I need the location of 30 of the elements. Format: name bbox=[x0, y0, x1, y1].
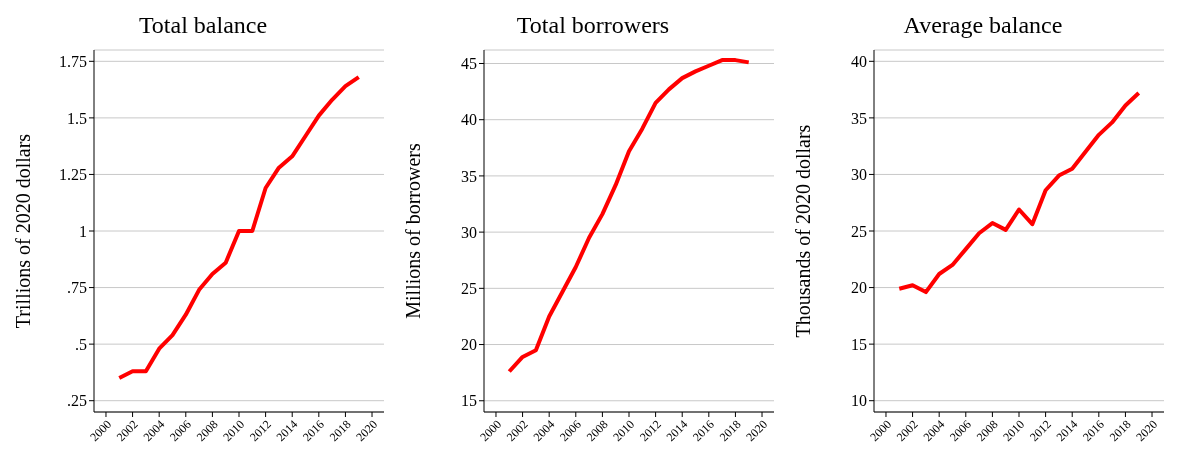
chart-title: Total balance bbox=[137, 11, 269, 40]
y-tick-label: 40 bbox=[851, 52, 867, 70]
y-tick-label: 1.25 bbox=[59, 166, 87, 184]
chart-title: Average balance bbox=[902, 11, 1064, 40]
y-tick-label: 1 bbox=[79, 222, 87, 240]
y-tick-label: 1.75 bbox=[59, 52, 87, 70]
y-tick-label: 15 bbox=[461, 392, 477, 410]
y-tick-label: 35 bbox=[851, 109, 867, 127]
y-tick-label: 25 bbox=[851, 222, 867, 240]
y-tick-label: 20 bbox=[851, 279, 867, 297]
y-tick-label: 40 bbox=[461, 111, 477, 129]
line-series bbox=[897, 90, 1141, 295]
line-series bbox=[117, 75, 361, 381]
y-tick-label: 20 bbox=[461, 336, 477, 354]
y-tick-label: 10 bbox=[851, 392, 867, 410]
y-tick-label: 1.5 bbox=[67, 109, 87, 127]
y-tick-label: 30 bbox=[461, 223, 477, 241]
y-tick-label: 15 bbox=[851, 335, 867, 353]
chart-title: Total borrowers bbox=[515, 11, 671, 40]
y-tick-label: .25 bbox=[67, 392, 87, 410]
y-axis-title: Millions of borrowers bbox=[402, 143, 425, 319]
y-tick-label: 30 bbox=[851, 166, 867, 184]
y-tick-label: .5 bbox=[75, 335, 87, 353]
y-tick-label: 35 bbox=[461, 167, 477, 185]
y-axis-title: Trillions of 2020 dollars bbox=[12, 133, 35, 329]
y-tick-label: .75 bbox=[67, 279, 87, 297]
line-series bbox=[507, 58, 751, 374]
y-tick-label: 25 bbox=[461, 280, 477, 298]
y-axis-title: Thousands of 2020 dollars bbox=[792, 124, 815, 338]
y-tick-label: 45 bbox=[461, 55, 477, 73]
